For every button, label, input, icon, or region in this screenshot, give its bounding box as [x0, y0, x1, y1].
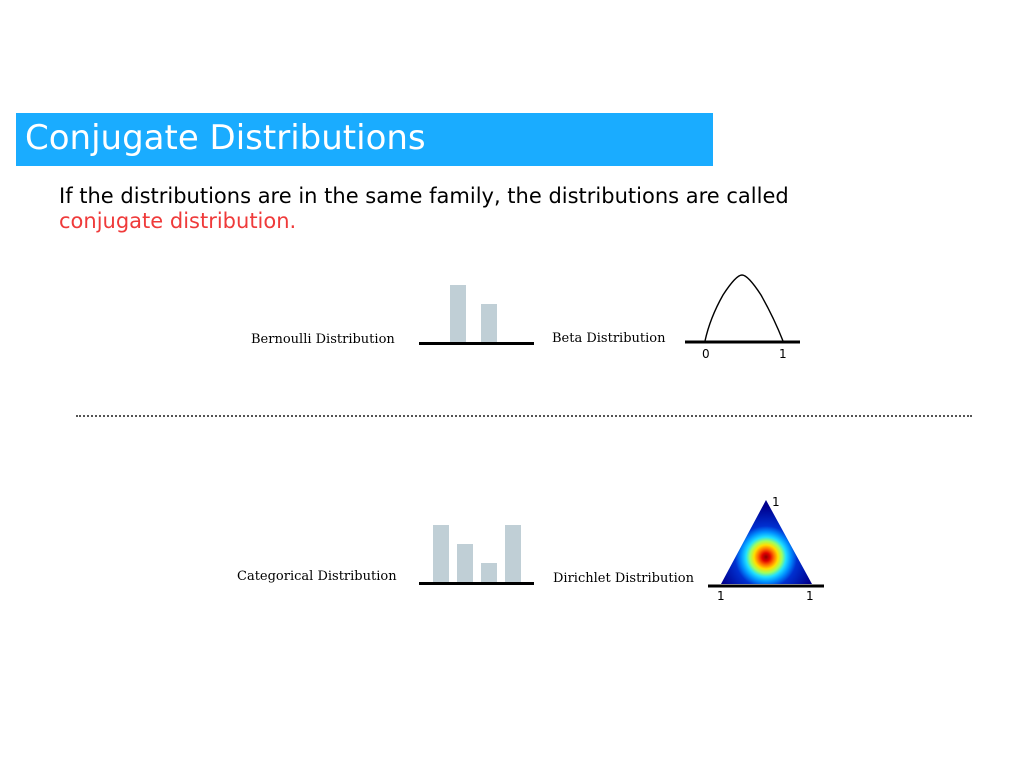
beta-curve	[704, 274, 784, 342]
body-paragraph: If the distributions are in the same fam…	[59, 184, 959, 234]
section-divider	[76, 415, 972, 417]
categorical-bar-3	[481, 563, 497, 582]
beta-tick-0: 0	[702, 347, 710, 361]
categorical-bar-4	[505, 525, 521, 582]
beta-curve-graphic	[685, 274, 800, 344]
categorical-baseline	[419, 582, 534, 585]
beta-label: Beta Distribution	[552, 331, 666, 346]
body-text: If the distributions are in the same fam…	[59, 184, 789, 208]
categorical-bar-1	[433, 525, 449, 582]
dirichlet-simplex	[708, 500, 824, 588]
categorical-bar-2	[457, 544, 473, 582]
title-bar: Conjugate Distributions	[16, 113, 713, 166]
beta-tick-1: 1	[779, 347, 787, 361]
bernoulli-label: Bernoulli Distribution	[251, 332, 395, 347]
dirichlet-right-label: 1	[806, 589, 814, 603]
bernoulli-baseline	[419, 342, 534, 345]
slide-title: Conjugate Distributions	[25, 118, 426, 158]
bernoulli-bar-1	[450, 285, 466, 342]
dirichlet-label: Dirichlet Distribution	[553, 571, 694, 586]
dirichlet-triangle	[721, 500, 812, 584]
dirichlet-top-label: 1	[772, 495, 780, 509]
bernoulli-bar-2	[481, 304, 497, 342]
highlight-text: conjugate distribution.	[59, 209, 297, 233]
categorical-label: Categorical Distribution	[237, 569, 397, 584]
dirichlet-left-label: 1	[717, 589, 725, 603]
